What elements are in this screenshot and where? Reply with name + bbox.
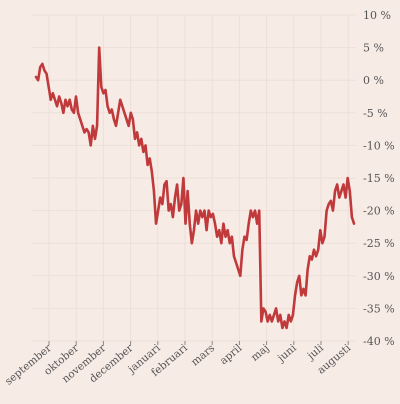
y-tick-label: 5 %	[363, 42, 384, 55]
gridlines	[32, 14, 356, 342]
y-tick-label: -40 %	[363, 335, 395, 348]
series-layer	[34, 46, 356, 330]
y-tick-label: -5 %	[363, 107, 388, 120]
x-tick-label: maj	[249, 342, 272, 364]
y-tick-label: 10 %	[363, 9, 391, 22]
y-tick-label: 0 %	[363, 74, 384, 87]
x-tick-label: mars	[189, 342, 217, 368]
y-tick-label: -15 %	[363, 172, 395, 185]
y-tick-label: -10 %	[363, 139, 395, 152]
y-tick-label: -30 %	[363, 270, 395, 283]
y-tick-label: -25 %	[363, 237, 395, 250]
y-tick-label: -35 %	[363, 302, 395, 315]
x-tick-label: juni	[274, 342, 299, 366]
y-axis: 10 % 5 % 0 % -5 % -10 % -15 % -20 % -25 % -30 % -…	[363, 9, 395, 348]
series-line	[34, 46, 356, 330]
y-tick-label: -20 %	[363, 205, 395, 218]
x-tick-label: april	[218, 342, 245, 367]
x-axis: septemberoktobernovemberdecemberjanuarif…	[3, 341, 354, 388]
